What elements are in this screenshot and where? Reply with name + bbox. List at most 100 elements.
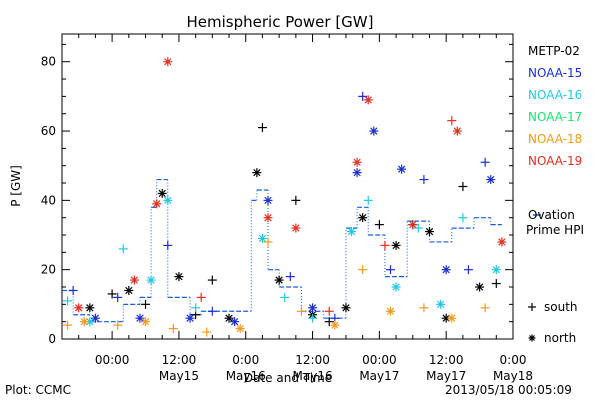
- data-point-diag: [164, 58, 172, 66]
- data-point-diag: [253, 168, 261, 177]
- data-point: [280, 292, 290, 302]
- legend-entry: NOAA-15: [528, 66, 582, 80]
- data-point-diag: [331, 321, 339, 329]
- data-point-diag: [275, 276, 283, 284]
- data-point-diag: [397, 165, 406, 173]
- data-point: [163, 240, 173, 250]
- data-point-diag: [225, 314, 233, 322]
- data-point: [157, 188, 167, 198]
- x-tick-label: 12:00: [162, 353, 197, 367]
- chart-title: Hemispheric Power [GW]: [187, 13, 374, 31]
- data-point: [308, 313, 318, 323]
- data-point: [63, 320, 73, 330]
- data-point: [491, 279, 501, 289]
- data-point-diag: [409, 220, 417, 229]
- x-tick-label: 12:00: [429, 353, 464, 367]
- legend: METP-02 NOAA-15 NOAA-16 NOAA-17 NOAA-18 NOAA-…: [528, 44, 582, 342]
- data-point-diag: [487, 175, 495, 184]
- y-tick-label: 20: [41, 263, 56, 277]
- data-point: [274, 275, 284, 285]
- data-point: [447, 116, 457, 126]
- data-point: [141, 299, 151, 309]
- data-point: [491, 265, 501, 275]
- data-point: [263, 237, 273, 247]
- data-point-diag: [264, 214, 272, 222]
- marker-legend-glyphs: [528, 303, 536, 342]
- data-point: [480, 157, 490, 167]
- data-point: [441, 313, 451, 323]
- data-point: [163, 57, 173, 67]
- data-point: [363, 95, 373, 105]
- data-point: [202, 327, 212, 337]
- data-point: [358, 91, 368, 101]
- data-point-diag: [141, 318, 150, 326]
- data-point: [257, 233, 267, 243]
- data-point: [163, 195, 173, 205]
- data-point: [341, 303, 351, 313]
- data-point: [141, 317, 151, 327]
- data-point: [291, 223, 301, 233]
- data-point-diag: [130, 276, 139, 284]
- data-point-diag: [158, 189, 166, 198]
- x-tick-sublabel: May16: [226, 369, 266, 383]
- data-points: [63, 57, 507, 337]
- data-point: [358, 265, 368, 275]
- data-point-diag: [86, 304, 94, 312]
- data-point: [374, 220, 384, 230]
- data-point: [291, 195, 301, 205]
- data-point: [324, 317, 334, 327]
- data-point: [207, 275, 217, 285]
- legend-entry: NOAA-19: [528, 154, 582, 168]
- marker-legend-south: south: [544, 300, 578, 314]
- data-point-diag: [448, 314, 456, 322]
- data-point: [74, 303, 84, 313]
- x-tick-sublabel: May17: [359, 369, 399, 383]
- plot-area-frame: [61, 33, 514, 340]
- data-point: [352, 168, 362, 178]
- x-axis: 00:00 12:00 May15 0:00 May16 12:00 May16 00:00 M…: [61, 34, 533, 383]
- y-tick-label: 80: [41, 55, 56, 69]
- data-point: [191, 303, 201, 313]
- data-point-diag: [370, 127, 378, 135]
- data-point: [424, 227, 434, 237]
- y-tick-label: 60: [41, 124, 56, 138]
- x-tick-sublabel: May15: [159, 369, 199, 383]
- data-point-diag: [308, 304, 317, 312]
- data-point-diag: [136, 314, 144, 322]
- data-point-diag: [258, 234, 267, 243]
- data-point-diag: [359, 214, 367, 222]
- data-point-diag: [453, 127, 461, 135]
- data-point: [252, 168, 262, 178]
- x-tick-sublabel: May17: [426, 369, 466, 383]
- data-point-diag: [364, 96, 372, 104]
- footer-timestamp: 2013/05/18 00:05:09: [445, 383, 572, 397]
- data-point: [152, 199, 162, 209]
- x-axis-label: Date and Time: [244, 371, 332, 385]
- data-point: [168, 324, 178, 334]
- data-point: [486, 175, 496, 185]
- data-point: [296, 306, 306, 316]
- y-tick-label: 0: [48, 332, 56, 346]
- data-point-diag: [80, 318, 88, 326]
- data-point-diag: [230, 318, 239, 326]
- data-point: [330, 320, 340, 330]
- x-tick-sublabel: May16: [293, 369, 333, 383]
- x-tick-sublabel: May18: [493, 369, 533, 383]
- data-point: [257, 123, 267, 133]
- data-point-diag: [175, 272, 183, 281]
- data-point: [324, 306, 334, 316]
- data-point: [419, 175, 429, 185]
- x-tick-label: 0:00: [500, 353, 527, 367]
- ovation-hpi-steps: [62, 178, 502, 323]
- data-point: [386, 265, 396, 275]
- data-point-diag: [342, 304, 350, 312]
- data-point-diag: [164, 196, 172, 205]
- legend-entry: NOAA-18: [528, 132, 582, 146]
- data-point: [135, 313, 145, 323]
- data-point-diag: [91, 314, 100, 322]
- data-point: [441, 265, 451, 275]
- data-point-diag: [442, 314, 450, 322]
- data-point: [263, 195, 273, 205]
- data-point: [85, 303, 95, 313]
